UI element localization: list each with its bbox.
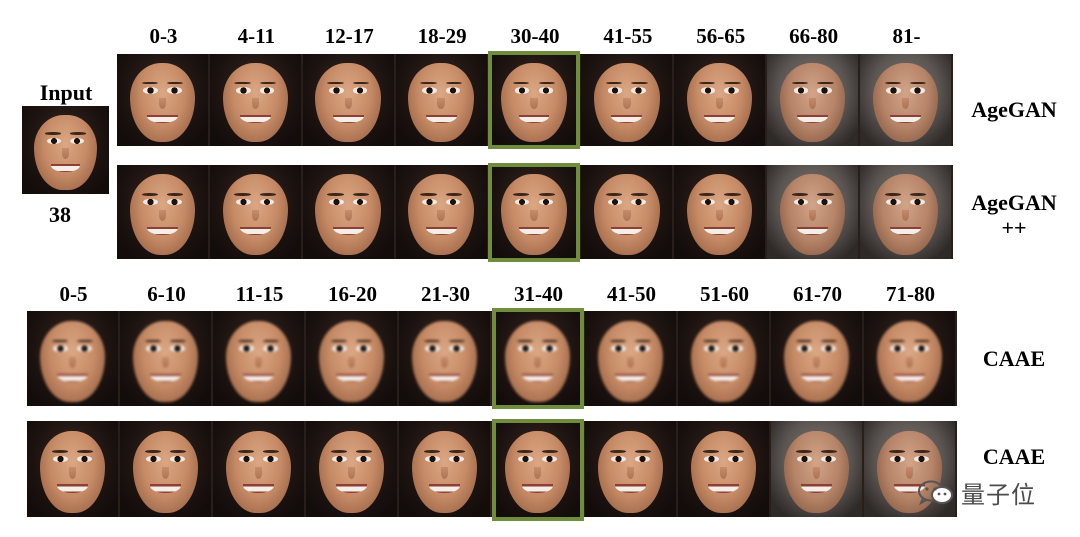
age-group-label-bottom-7: 51-60 xyxy=(700,282,749,306)
face-image xyxy=(27,311,118,406)
age-group-label-top-3: 18-29 xyxy=(417,24,467,48)
face-image xyxy=(209,165,301,259)
face-image xyxy=(395,54,487,146)
face-image xyxy=(771,311,862,406)
row-label-agegan-plus-line1: AgeGAN xyxy=(971,190,1057,215)
age-group-label-top-5: 41-55 xyxy=(603,24,653,48)
age-group-label-bottom-6: 41-50 xyxy=(607,282,656,306)
input-age: 38 xyxy=(49,202,71,227)
face-image xyxy=(674,165,766,259)
face-image xyxy=(488,165,580,259)
age-group-label-bottom-5: 31-40 xyxy=(514,282,563,306)
face-image xyxy=(399,421,490,517)
face-image xyxy=(306,311,397,406)
face-image xyxy=(27,421,118,517)
age-group-label-bottom-1: 6-10 xyxy=(147,282,186,306)
highlight-box-bottom-2 xyxy=(492,419,584,521)
age-group-label-bottom-8: 61-70 xyxy=(793,282,842,306)
face-image xyxy=(117,165,208,259)
face-image xyxy=(120,421,211,517)
age-group-label-top-1: 4-11 xyxy=(237,24,275,48)
face-image xyxy=(771,421,862,517)
face-image xyxy=(399,311,490,406)
face-image xyxy=(674,54,766,146)
face-image xyxy=(302,54,394,146)
age-group-label-bottom-3: 16-20 xyxy=(328,282,377,306)
face-image xyxy=(767,54,859,146)
face-image xyxy=(213,311,304,406)
age-group-label-bottom-9: 71-80 xyxy=(886,282,935,306)
agegan-plus-row xyxy=(117,165,953,259)
face-image xyxy=(209,54,301,146)
row-label-caae-1: CAAE xyxy=(983,346,1045,371)
row-label-agegan-plus-line2: ++ xyxy=(1001,215,1027,241)
age-group-label-bottom-2: 11-15 xyxy=(235,282,284,306)
row-label-caae-1-line1: CAAE xyxy=(982,346,1046,371)
row-label-caae-2: CAAE xyxy=(983,444,1045,469)
highlight-box-top-1 xyxy=(488,51,580,149)
face-image xyxy=(213,421,304,517)
face-image xyxy=(864,311,955,406)
face-image xyxy=(678,421,769,517)
age-group-label-bottom-0: 0-5 xyxy=(59,282,88,306)
age-group-label-bottom-4: 21-30 xyxy=(421,282,470,306)
highlight-box-bottom-1 xyxy=(492,308,584,409)
watermark: 量子位 xyxy=(917,475,1036,510)
age-group-label-top-6: 56-65 xyxy=(696,24,746,48)
row-label-caae-2-line1: CAAE xyxy=(982,444,1046,469)
face-image xyxy=(585,311,676,406)
face-image xyxy=(488,54,580,146)
highlight-box-top-2 xyxy=(488,163,580,262)
face-image xyxy=(581,54,673,146)
agegan-row xyxy=(117,54,953,146)
face-image xyxy=(492,421,583,517)
input-face-image xyxy=(22,106,109,194)
face-image xyxy=(860,165,951,259)
face-image xyxy=(395,165,487,259)
age-group-label-top-8: 81- xyxy=(892,24,921,48)
face-image xyxy=(492,311,583,406)
age-group-label-top-7: 66-80 xyxy=(789,24,839,48)
face-image xyxy=(120,311,211,406)
input-label: Input xyxy=(39,80,93,105)
face-image xyxy=(306,421,397,517)
watermark-text: 量子位 xyxy=(961,481,1036,509)
wechat-icon xyxy=(917,480,955,506)
face-image xyxy=(581,165,673,259)
face-image xyxy=(767,165,859,259)
age-group-label-top-4: 30-40 xyxy=(510,24,560,48)
age-group-label-top-0: 0-3 xyxy=(149,24,178,48)
row-label-agegan-plus: AgeGAN ++ xyxy=(971,190,1057,241)
face-image xyxy=(678,311,769,406)
row-label-agegan: AgeGAN xyxy=(971,97,1057,122)
face-image xyxy=(860,54,951,146)
face-image xyxy=(302,165,394,259)
face-image xyxy=(117,54,208,146)
face-image xyxy=(585,421,676,517)
age-group-label-top-2: 12-17 xyxy=(324,24,374,48)
row-label-agegan-line1: AgeGAN xyxy=(971,97,1057,122)
